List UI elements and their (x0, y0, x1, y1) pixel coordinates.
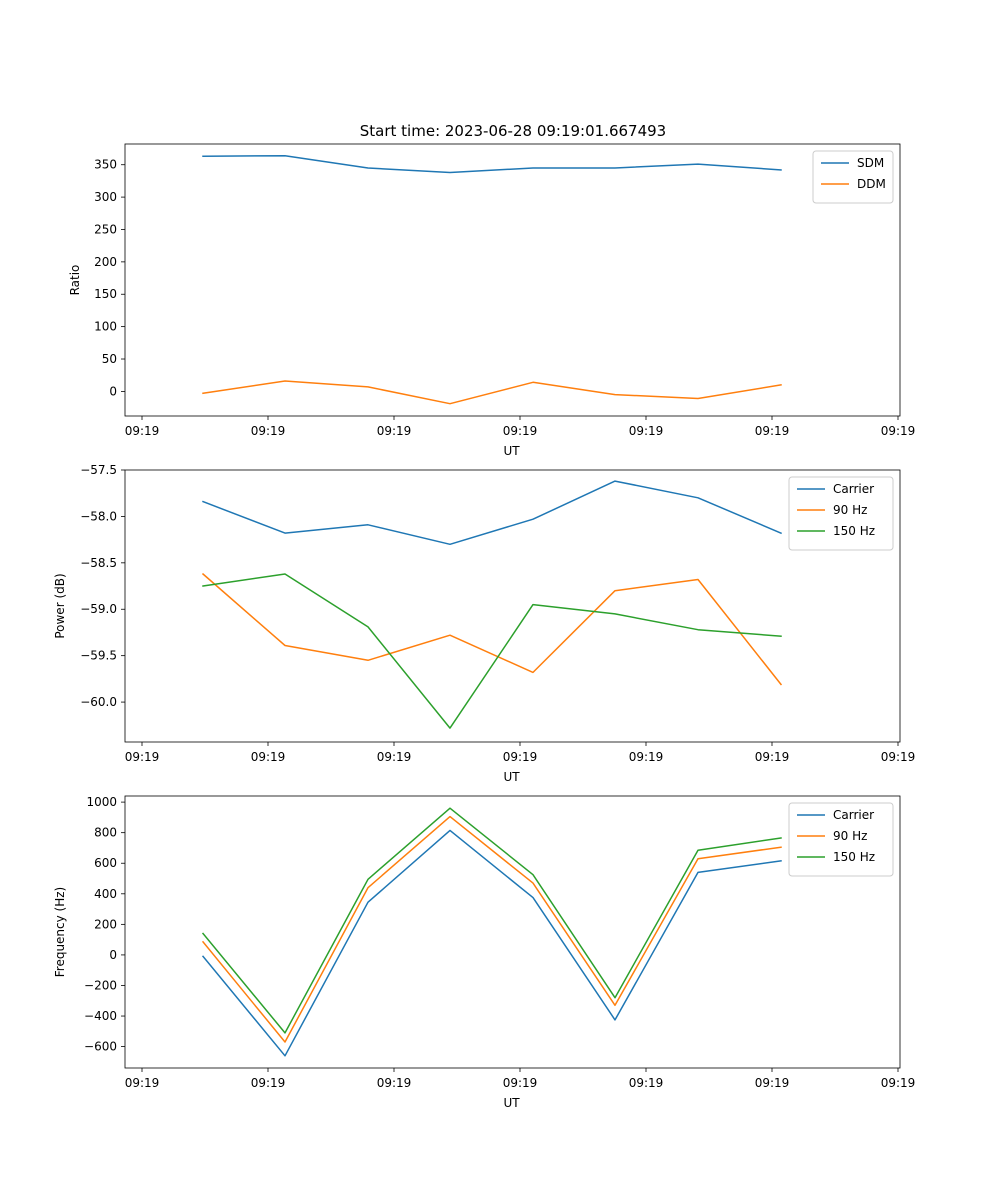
y-tick-label: −400 (84, 1009, 117, 1023)
series-line-sdm (202, 154, 782, 174)
legend-entry: 150 Hz (833, 850, 875, 864)
x-tick-label: 09:19 (755, 424, 790, 438)
y-tick-label: 50 (102, 352, 117, 366)
y-tick-label: −60.0 (80, 695, 117, 709)
panels: 09:19 09:19 09:19 09:19 09:19 09:19 09:19 0 50 10… (53, 143, 916, 1110)
x-tick-label: 09:19 (503, 1076, 538, 1090)
y-tick-label: −57.5 (80, 463, 117, 477)
x-tick-label: 09:19 (881, 750, 916, 764)
y-tick-label: 600 (94, 856, 117, 870)
legend-entry: Carrier (833, 482, 874, 496)
y-tick-label: 200 (94, 917, 117, 931)
x-tick-label: 09:19 (377, 750, 412, 764)
y-tick-label: 400 (94, 887, 117, 901)
x-tick-label: 09:19 (881, 424, 916, 438)
x-tick-label: 09:19 (377, 1076, 412, 1090)
y-tick-label: −58.0 (80, 509, 117, 523)
x-tick-label: 09:19 (629, 1076, 664, 1090)
y-axis-label: Ratio (68, 265, 82, 296)
y-axis-label: Frequency (Hz) (53, 887, 67, 978)
series-line-150-hz (202, 573, 782, 729)
x-tick-label: 09:19 (755, 750, 790, 764)
y-tick-label: −59.5 (80, 649, 117, 663)
y-tick-label: 250 (94, 222, 117, 236)
y-tick-label: −200 (84, 978, 117, 992)
x-tick-label: 09:19 (755, 1076, 790, 1090)
x-axis-label: UT (503, 1096, 520, 1110)
x-tick-label: 09:19 (377, 424, 412, 438)
x-tick-label: 09:19 (125, 1076, 160, 1090)
x-tick-label: 09:19 (125, 424, 160, 438)
series-line-ddm (202, 380, 782, 405)
y-tick-label: 100 (94, 320, 117, 334)
x-tick-label: 09:19 (629, 750, 664, 764)
legend-entry: 150 Hz (833, 524, 875, 538)
x-tick-label: 09:19 (503, 750, 538, 764)
y-tick-label: 200 (94, 255, 117, 269)
panel-1: 09:19 09:19 09:19 09:19 09:19 09:19 09:19 0 50 10… (68, 143, 916, 458)
y-tick-label: −58.5 (80, 556, 117, 570)
y-tick-label: 1000 (86, 795, 117, 809)
y-tick-label: 0 (109, 948, 117, 962)
panel-2: 09:19 09:19 09:19 09:19 09:19 09:19 09:19 −60.0… (53, 463, 915, 784)
axes-frame (124, 143, 901, 417)
y-tick-label: 800 (94, 826, 117, 840)
y-tick-label: −600 (84, 1040, 117, 1054)
legend: SDM DDM (812, 150, 894, 204)
legend: Carrier 90 Hz 150 Hz (788, 476, 894, 551)
axes-frame (124, 795, 901, 1069)
legend-entry: DDM (857, 177, 886, 191)
legend-entry: 90 Hz (833, 829, 867, 843)
y-tick-label: 300 (94, 190, 117, 204)
y-tick-label: 150 (94, 287, 117, 301)
series-line-90-hz (201, 815, 782, 1043)
figure-title: Start time: 2023-06-28 09:19:01.667493 (360, 122, 666, 140)
x-tick-label: 09:19 (881, 1076, 916, 1090)
legend-entry: Carrier (833, 808, 874, 822)
x-tick-label: 09:19 (629, 424, 664, 438)
legend-entry: 90 Hz (833, 503, 867, 517)
y-axis-label: Power (dB) (53, 573, 67, 638)
y-tick-label: −59.0 (80, 602, 117, 616)
legend: Carrier 90 Hz 150 Hz (788, 802, 894, 877)
x-tick-label: 09:19 (503, 424, 538, 438)
series-line-carrier (201, 829, 782, 1057)
x-tick-label: 09:19 (251, 424, 286, 438)
legend-box (812, 150, 894, 204)
x-axis-label: UT (503, 444, 520, 458)
series-line-90-hz (201, 572, 783, 686)
x-axis-label: UT (503, 770, 520, 784)
legend-entry: SDM (857, 156, 884, 170)
x-tick-label: 09:19 (251, 1076, 286, 1090)
x-tick-label: 09:19 (251, 750, 286, 764)
x-tick-label: 09:19 (125, 750, 160, 764)
y-tick-label: 0 (109, 384, 117, 398)
panel-3: 09:19 09:19 09:19 09:19 09:19 09:19 09:19 −600 −… (53, 795, 915, 1110)
series-line-carrier (202, 480, 782, 546)
y-tick-label: 350 (94, 158, 117, 172)
series-line-150-hz (201, 807, 782, 1034)
axes-frame (124, 469, 901, 743)
